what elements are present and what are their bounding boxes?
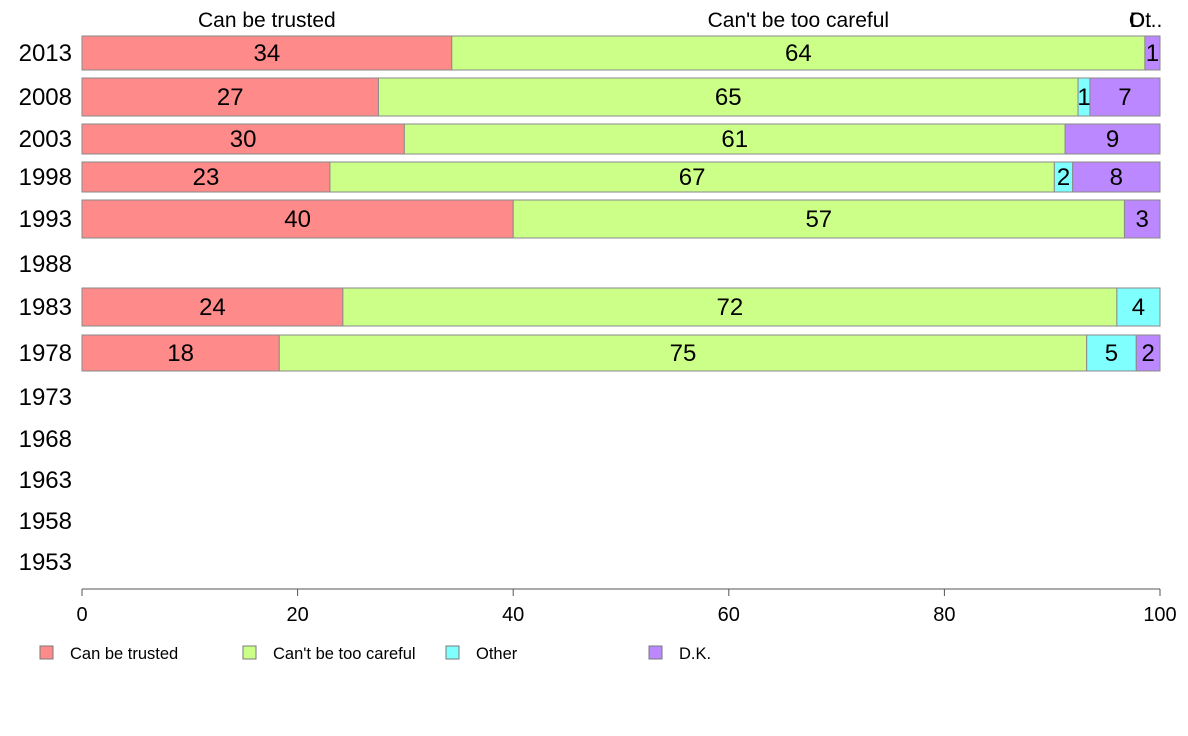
legend-label-can-be-trusted: Can be trusted	[70, 645, 178, 663]
legend-swatch-can-be-trusted	[39, 645, 54, 660]
bar-label-1998-d-k: 8	[1110, 164, 1123, 191]
year-label-2003: 2003	[19, 126, 72, 153]
bar-1978-d-k	[1135, 334, 1161, 372]
bar-2003-can-be-trusted	[81, 123, 405, 155]
legend-swatch-d-k	[648, 645, 663, 660]
year-labels: 2013 2008 2003 1998 1993 1988 1983 1978 1973 1968…	[19, 40, 72, 576]
column-header-d: D...	[1130, 9, 1163, 32]
column-header-can-t-be-too-careful: Can't be too careful	[708, 9, 889, 32]
bar-label-1993-can-be-trusted: 40	[284, 206, 311, 233]
x-tick-label-60: 60	[718, 604, 740, 626]
bar-2013-d-k	[1144, 35, 1161, 71]
bar-label-1983-can-be-trusted: 24	[199, 294, 226, 321]
x-tick-label-20: 20	[286, 604, 308, 626]
column-header-can-be-trusted: Can be trusted	[198, 9, 336, 32]
bar-label-1978-can-be-trusted: 18	[167, 340, 194, 367]
bar-1993-can-be-trusted	[81, 199, 514, 239]
bar-label-1978-can-t-be-too-careful: 75	[670, 340, 697, 367]
bar-1978-can-t-be-too-careful	[278, 334, 1088, 372]
legend-swatch-can-t-be-too-careful	[242, 645, 257, 660]
year-label-1973: 1973	[19, 384, 72, 411]
bars: 34 64 127 65 1 730 61 923 67 2 840 57 324 72 418 75 5 2	[81, 35, 1161, 372]
bar-label-2008-can-t-be-too-careful: 65	[715, 84, 742, 111]
column-header-ot: Ot	[1129, 9, 1151, 32]
bar-label-1978-other: 5	[1105, 340, 1118, 367]
bar-1993-d-k	[1123, 199, 1161, 239]
bar-label-2013-can-t-be-too-careful: 64	[785, 40, 812, 67]
year-label-2013: 2013	[19, 40, 72, 67]
year-label-1993: 1993	[19, 206, 72, 233]
x-tick-label-80: 80	[933, 604, 955, 626]
bar-label-1983-other: 4	[1132, 294, 1145, 321]
bar-label-1993-can-t-be-too-careful: 57	[805, 206, 832, 233]
bar-2003-can-t-be-too-careful	[403, 123, 1066, 155]
bar-label-1983-can-t-be-too-careful: 72	[717, 294, 744, 321]
x-tick-label-100: 100	[1143, 604, 1176, 626]
year-label-1968: 1968	[19, 426, 72, 453]
year-label-1978: 1978	[19, 340, 72, 367]
year-label-1998: 1998	[19, 164, 72, 191]
bar-2008-can-be-trusted	[81, 77, 379, 117]
year-label-1983: 1983	[19, 294, 72, 321]
legend-label-other: Other	[476, 645, 518, 663]
bar-label-2013-can-be-trusted: 34	[254, 40, 281, 67]
bar-label-1998-other: 2	[1057, 164, 1070, 191]
bar-1998-d-k	[1072, 161, 1161, 193]
bar-label-2003-can-be-trusted: 30	[230, 126, 257, 153]
bar-1983-can-be-trusted	[81, 287, 344, 327]
legend-label-can-t-be-too-careful: Can't be too careful	[273, 645, 416, 663]
bar-label-2008-can-be-trusted: 27	[217, 84, 244, 111]
bar-label-1998-can-be-trusted: 23	[193, 164, 220, 191]
x-tick-label-40: 40	[502, 604, 524, 626]
legend-swatch-other	[445, 645, 460, 660]
year-label-1958: 1958	[19, 508, 72, 535]
column-headers: Can be trusted Can't be too careful OtD...	[198, 9, 1162, 32]
bar-label-2003-d-k: 9	[1106, 126, 1119, 153]
bar-1983-other	[1116, 287, 1161, 327]
year-label-2008: 2008	[19, 84, 72, 111]
bar-1983-can-t-be-too-careful	[342, 287, 1118, 327]
bar-1998-can-be-trusted	[81, 161, 331, 193]
bar-2008-d-k	[1089, 77, 1161, 117]
bar-2003-d-k	[1064, 123, 1161, 155]
bar-1978-can-be-trusted	[81, 334, 280, 372]
legend: Can be trusted Can't be too careful Other D…	[39, 645, 711, 663]
x-tick-label-0: 0	[76, 604, 87, 626]
bar-label-1993-d-k: 3	[1136, 206, 1149, 233]
bar-label-1978-d-k: 2	[1141, 340, 1154, 367]
bar-1978-other	[1086, 334, 1137, 372]
bar-2008-can-t-be-too-careful	[377, 77, 1079, 117]
bar-label-1998-can-t-be-too-careful: 67	[679, 164, 706, 191]
bar-label-2008-d-k: 7	[1118, 84, 1131, 111]
year-label-1953: 1953	[19, 549, 72, 576]
year-label-1963: 1963	[19, 467, 72, 494]
bar-label-2013-d-k: 1	[1146, 40, 1159, 67]
bar-label-2003-can-t-be-too-careful: 61	[721, 126, 748, 153]
legend-label-d-k: D.K.	[679, 645, 711, 663]
year-label-1988: 1988	[19, 251, 72, 278]
bar-label-2008-other: 1	[1077, 84, 1090, 111]
bar-2013-can-t-be-too-careful	[451, 35, 1146, 71]
x-axis: 0 20 40 60 80 100	[76, 588, 1177, 626]
bar-1998-can-t-be-too-careful	[329, 161, 1055, 193]
